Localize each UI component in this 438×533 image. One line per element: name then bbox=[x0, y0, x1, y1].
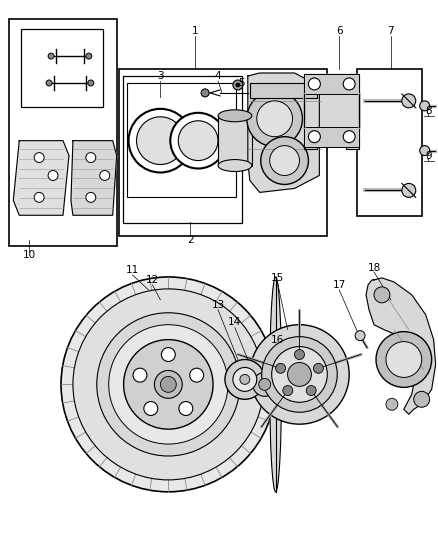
Bar bbox=[304, 74, 359, 94]
Circle shape bbox=[402, 94, 416, 108]
Circle shape bbox=[306, 385, 316, 395]
Circle shape bbox=[137, 117, 184, 165]
Circle shape bbox=[86, 53, 92, 59]
Circle shape bbox=[308, 131, 320, 143]
Circle shape bbox=[355, 330, 365, 341]
Text: 8: 8 bbox=[425, 106, 432, 116]
Text: 10: 10 bbox=[23, 250, 36, 260]
Circle shape bbox=[386, 342, 422, 377]
Circle shape bbox=[73, 289, 264, 480]
Circle shape bbox=[272, 346, 327, 402]
Circle shape bbox=[160, 376, 176, 392]
Circle shape bbox=[250, 325, 349, 424]
Circle shape bbox=[420, 146, 430, 156]
Text: 18: 18 bbox=[367, 263, 381, 273]
Polygon shape bbox=[304, 74, 359, 149]
Circle shape bbox=[86, 152, 96, 163]
Circle shape bbox=[374, 287, 390, 303]
Circle shape bbox=[240, 375, 250, 384]
Circle shape bbox=[161, 348, 175, 361]
Text: 5: 5 bbox=[239, 78, 245, 88]
Circle shape bbox=[170, 113, 226, 168]
Bar bbox=[250, 83, 318, 98]
Circle shape bbox=[179, 401, 193, 416]
Ellipse shape bbox=[270, 277, 282, 492]
Text: 1: 1 bbox=[192, 26, 198, 36]
Circle shape bbox=[155, 370, 182, 398]
Text: 17: 17 bbox=[332, 280, 346, 290]
Circle shape bbox=[376, 332, 431, 387]
Text: 4: 4 bbox=[215, 71, 221, 81]
Text: 16: 16 bbox=[271, 335, 284, 345]
Bar bbox=[127, 83, 236, 197]
Text: 6: 6 bbox=[336, 26, 343, 36]
Polygon shape bbox=[366, 278, 436, 414]
Text: 14: 14 bbox=[228, 317, 241, 327]
Bar bbox=[357, 69, 422, 216]
Circle shape bbox=[178, 121, 218, 160]
Text: 7: 7 bbox=[388, 26, 394, 36]
Bar bbox=[304, 127, 359, 147]
Text: 13: 13 bbox=[212, 300, 225, 310]
Circle shape bbox=[420, 101, 430, 111]
Ellipse shape bbox=[218, 159, 252, 172]
Circle shape bbox=[100, 171, 110, 181]
Bar bbox=[9, 19, 117, 246]
Circle shape bbox=[386, 398, 398, 410]
Circle shape bbox=[109, 325, 228, 444]
Circle shape bbox=[247, 91, 303, 147]
Circle shape bbox=[61, 277, 276, 492]
Circle shape bbox=[343, 78, 355, 90]
Circle shape bbox=[201, 89, 209, 97]
Text: 15: 15 bbox=[271, 273, 284, 283]
Text: 12: 12 bbox=[146, 275, 159, 285]
Circle shape bbox=[133, 368, 147, 382]
Circle shape bbox=[343, 131, 355, 143]
Text: 11: 11 bbox=[126, 265, 139, 275]
Bar bbox=[21, 29, 103, 107]
Circle shape bbox=[414, 391, 430, 407]
Circle shape bbox=[46, 80, 52, 86]
Circle shape bbox=[257, 101, 293, 136]
Bar bbox=[119, 69, 327, 236]
Circle shape bbox=[270, 146, 300, 175]
Circle shape bbox=[283, 385, 293, 395]
Circle shape bbox=[236, 83, 240, 87]
Bar bbox=[218, 116, 252, 166]
Ellipse shape bbox=[218, 110, 252, 122]
Circle shape bbox=[190, 368, 204, 382]
Text: 3: 3 bbox=[157, 71, 164, 81]
Circle shape bbox=[253, 373, 277, 397]
Polygon shape bbox=[13, 141, 69, 215]
Circle shape bbox=[88, 80, 94, 86]
Circle shape bbox=[48, 53, 54, 59]
Circle shape bbox=[294, 350, 304, 360]
Circle shape bbox=[262, 337, 337, 412]
Circle shape bbox=[144, 401, 158, 416]
Circle shape bbox=[97, 313, 240, 456]
Text: 2: 2 bbox=[187, 235, 194, 245]
Circle shape bbox=[86, 192, 96, 203]
Bar bbox=[123, 76, 242, 223]
Polygon shape bbox=[71, 141, 117, 215]
Text: 9: 9 bbox=[425, 151, 432, 160]
Polygon shape bbox=[248, 73, 319, 192]
Circle shape bbox=[288, 362, 311, 386]
Circle shape bbox=[129, 109, 192, 173]
Circle shape bbox=[308, 78, 320, 90]
Circle shape bbox=[124, 340, 213, 429]
Circle shape bbox=[402, 183, 416, 197]
Circle shape bbox=[34, 152, 44, 163]
Circle shape bbox=[259, 378, 271, 390]
Circle shape bbox=[314, 364, 323, 373]
Circle shape bbox=[225, 360, 265, 399]
Circle shape bbox=[34, 192, 44, 203]
Circle shape bbox=[48, 171, 58, 181]
Circle shape bbox=[233, 367, 257, 391]
Circle shape bbox=[261, 136, 308, 184]
Circle shape bbox=[233, 80, 243, 90]
Circle shape bbox=[276, 364, 286, 373]
